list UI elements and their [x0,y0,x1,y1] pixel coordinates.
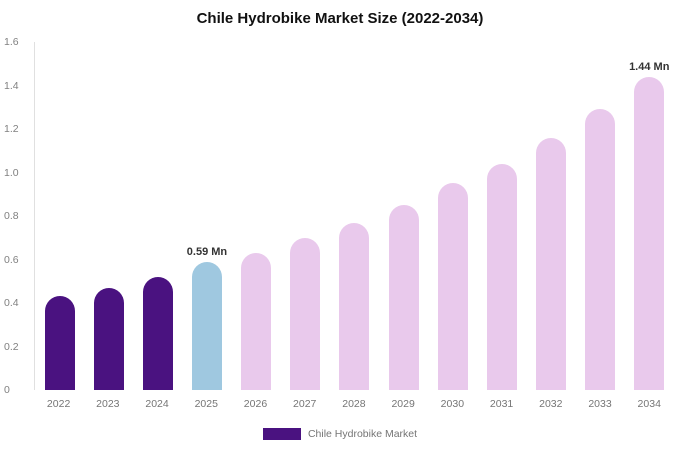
bar-2034 [634,76,665,390]
y-tick-label: 0.8 [4,210,19,222]
y-tick-label: 1.6 [4,36,19,48]
x-axis: 2022 2023 2024 2025 2026 2027 2028 2029 2030 2031… [34,394,674,414]
bar-2032 [535,137,566,390]
bar-column-2029 [381,42,427,390]
x-tick-label-2025: 2025 [194,398,218,410]
bar-2022 [44,296,75,390]
bar-2029 [388,205,419,390]
chart-legend: Chile Hydrobike Market [0,426,680,442]
bar-column-2023 [86,42,132,390]
x-tick-label-2030: 2030 [440,398,465,410]
x-tick-label-2028: 2028 [342,398,366,410]
bar-column-2033 [577,42,623,390]
x-tick-label-2032: 2032 [539,398,563,410]
y-tick-label: 1.2 [4,123,19,135]
x-tick-label-2026: 2026 [243,398,268,410]
x-tick-label-2022: 2022 [46,398,71,410]
bar-value-label: 0.59 Mn [186,245,228,258]
bar-2028 [339,222,370,390]
bar-column-2032 [528,42,574,390]
bar-2025 [191,261,222,390]
x-tick-label-2029: 2029 [391,398,415,410]
x-tick-label-2031: 2031 [489,398,514,410]
bar-2031 [486,163,517,390]
bar-column-2026 [233,42,279,390]
bar-column-2030 [430,42,476,390]
x-tick-label-2027: 2027 [293,398,317,410]
bar-column-2024 [135,42,181,390]
bar-column-2034: 1.44 Mn [626,42,672,390]
y-tick-label: 0.6 [4,253,19,266]
legend-label: Chile Hydrobike Market [307,428,418,440]
bar-column-2027 [282,42,328,390]
y-tick-label: 0 [4,384,10,396]
bar-2023 [93,287,124,390]
bar-value-label: 1.44 Mn [629,60,670,73]
bar-column-2025: 0.59 Mn [184,42,230,390]
y-tick-label: 0.4 [4,297,19,309]
legend-swatch [262,428,301,440]
bar-2026 [241,252,272,390]
y-tick-label: 0.2 [4,340,19,353]
bars-group: 0.59 Mn 1.44 Mn [35,42,674,390]
y-tick-label: 1.4 [4,79,19,92]
plot-area: 0.59 Mn 1.44 Mn [34,42,674,390]
bar-column-2028 [331,42,377,390]
bar-2024 [142,276,173,390]
bar-2027 [290,237,321,390]
x-tick-label-2023: 2023 [96,398,120,410]
x-tick-label-2034: 2034 [637,398,661,410]
bar-column-2031 [479,42,525,390]
bar-2033 [585,109,616,390]
bar-column-2022 [37,42,83,390]
chart-title: Chile Hydrobike Market Size (2022-2034) [196,10,484,27]
y-tick-label: 1.0 [4,166,19,179]
x-tick-label-2024: 2024 [145,398,169,410]
x-tick-label-2033: 2033 [588,398,612,410]
bar-2030 [437,183,468,390]
